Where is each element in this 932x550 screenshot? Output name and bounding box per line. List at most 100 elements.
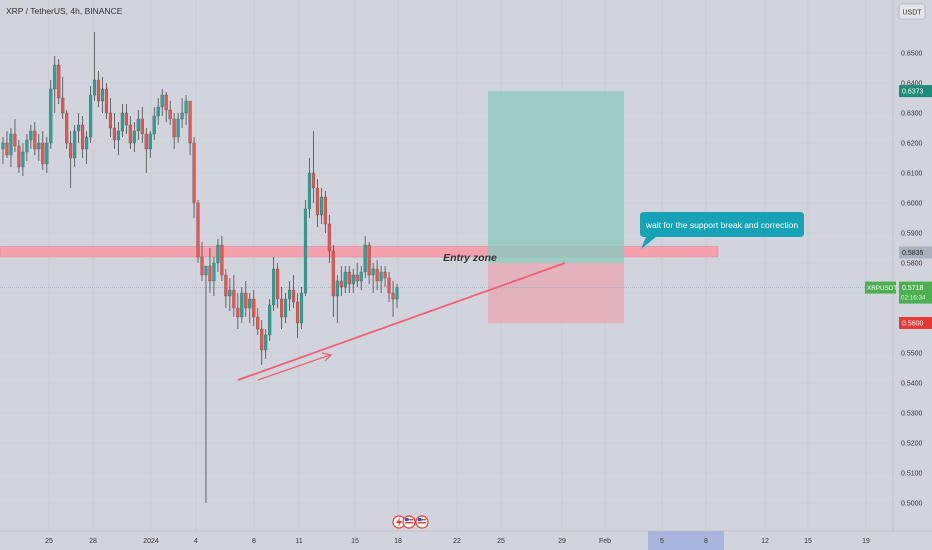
zone-price-tag: 0.5835 <box>899 246 932 259</box>
candle <box>291 275 296 308</box>
svg-text:XRPUSDT: XRPUSDT <box>867 285 897 292</box>
candle <box>21 143 25 176</box>
candle <box>25 134 29 161</box>
time-tick-label: 12 <box>761 538 769 545</box>
currency-button[interactable]: USDT <box>898 3 926 20</box>
candle <box>315 179 319 227</box>
candle <box>260 320 264 365</box>
time-tick-label: 28 <box>89 538 97 545</box>
candle <box>152 107 156 140</box>
entry-zone-band[interactable] <box>0 246 719 258</box>
candle <box>319 188 323 224</box>
candle <box>184 95 188 125</box>
candle <box>81 116 85 158</box>
candle <box>164 92 168 122</box>
candle <box>303 200 308 296</box>
chart-title: XRP / TetherUS, 4h, BINANCE <box>6 6 123 16</box>
stop-box[interactable] <box>488 263 624 323</box>
support-trendline[interactable] <box>237 262 566 381</box>
price-tick-label: 0.5100 <box>901 471 923 478</box>
candle <box>232 275 236 317</box>
candle <box>280 287 284 329</box>
candle <box>65 110 69 149</box>
candle <box>224 269 228 308</box>
us-flag-icon[interactable] <box>402 515 416 529</box>
candle <box>284 293 288 323</box>
candle <box>252 290 256 326</box>
time-tick-label: 19 <box>862 538 870 545</box>
price-tick-label: 0.5300 <box>901 411 923 418</box>
candle <box>299 287 304 329</box>
candle <box>17 140 21 173</box>
candle <box>92 32 97 101</box>
candle <box>200 242 204 281</box>
candle <box>196 200 200 263</box>
candle <box>128 116 132 149</box>
candle <box>311 131 315 203</box>
candle <box>212 257 216 296</box>
svg-text:0.5718: 0.5718 <box>902 285 924 292</box>
candle <box>272 257 276 311</box>
candle <box>204 265 208 503</box>
candle <box>248 293 252 323</box>
candle <box>216 239 220 272</box>
time-tick-label: 25 <box>45 538 53 545</box>
time-tick-label: 29 <box>558 538 566 545</box>
candle <box>57 59 61 104</box>
candle <box>116 122 120 155</box>
price-tick-label: 0.5200 <box>901 441 923 448</box>
candle <box>9 128 13 167</box>
candle <box>264 329 268 359</box>
time-tick-label: 15 <box>804 538 812 545</box>
candle <box>37 134 41 161</box>
target-price-tag: 0.6373 <box>899 85 932 98</box>
candle <box>395 284 399 308</box>
candle <box>73 125 77 167</box>
candle <box>268 299 272 341</box>
candle <box>244 281 248 317</box>
candles <box>1 32 399 503</box>
candle <box>256 308 260 335</box>
candle <box>160 89 164 116</box>
candle <box>323 191 327 233</box>
price-tick-label: 0.6200 <box>901 141 923 148</box>
candle <box>288 281 292 311</box>
candle <box>339 266 343 296</box>
highlighted-range <box>648 531 724 550</box>
candle <box>49 80 53 149</box>
price-tick-label: 0.5000 <box>901 501 923 508</box>
time-tick-label: 22 <box>453 538 461 545</box>
candle <box>104 83 109 119</box>
candle <box>228 278 232 311</box>
time-tick-label: 4 <box>194 538 198 545</box>
price-tick-label: 0.6300 <box>901 111 923 118</box>
candle <box>5 131 9 158</box>
candle <box>367 242 371 284</box>
price-tick-label: 0.6100 <box>901 171 923 178</box>
candle <box>208 248 212 293</box>
time-tick-label: 2024 <box>143 538 159 545</box>
time-tick-label: Feb <box>599 538 611 545</box>
candle <box>375 260 379 290</box>
direction-arrow[interactable] <box>257 352 333 381</box>
candle <box>387 272 391 302</box>
candle <box>140 107 144 143</box>
price-tick-label: 0.6400 <box>901 81 923 88</box>
candle <box>69 131 73 188</box>
candle <box>112 113 116 149</box>
svg-text:USDT: USDT <box>902 10 922 17</box>
candle <box>295 293 300 338</box>
time-axis[interactable]: 25 28 2024 4 8 11 15 18 22 25 29 Feb 5 8 12 15 19 <box>45 538 870 545</box>
time-tick-label: 15 <box>351 538 359 545</box>
target-box[interactable] <box>488 91 624 263</box>
current-price-tag: XRPUSDT 0.5718 02:16:34 <box>865 281 932 304</box>
entry-zone-label: Entry zone <box>443 252 497 264</box>
us-flag-icon-2[interactable] <box>415 515 429 529</box>
callout-bubble[interactable]: wait for the support break and correctio… <box>640 212 804 249</box>
candle <box>180 98 184 128</box>
time-tick-label: 8 <box>704 538 708 545</box>
svg-text:0.6373: 0.6373 <box>902 89 924 96</box>
candle <box>379 266 383 293</box>
